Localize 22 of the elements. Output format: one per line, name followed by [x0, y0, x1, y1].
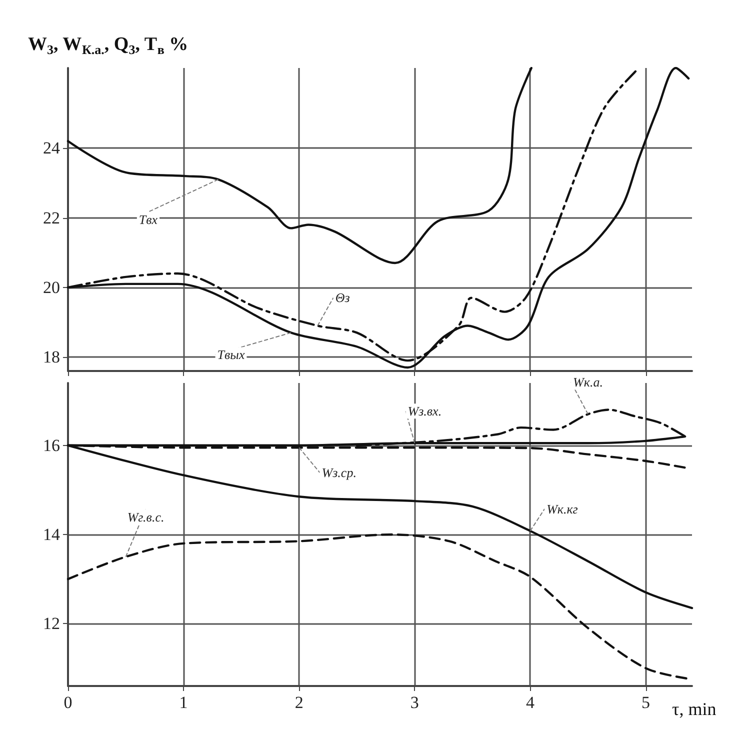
y-tick-label: 20 [43, 278, 60, 297]
x-tick-label: 0 [64, 693, 72, 712]
x-axis-title: τ, min [672, 699, 716, 719]
y-tick-label: 14 [43, 525, 60, 544]
y-tick-label: 12 [43, 614, 60, 634]
series-label: Wк.а. [573, 374, 603, 390]
series-label: Wк.кг [546, 501, 578, 516]
y-tick-label: 16 [43, 436, 60, 455]
series-label: Wз.вх. [408, 404, 442, 419]
text: Tвх [138, 212, 158, 227]
x-tick-label: 2 [294, 693, 304, 712]
x-tick-label: 1 [179, 693, 188, 712]
y-tick-label: 24 [43, 138, 60, 158]
series-label: Θз [335, 290, 350, 306]
text: Tвых [217, 347, 245, 362]
x-tick-label: 3 [410, 693, 419, 712]
y-tick-label: 22 [43, 208, 60, 228]
series-label: Wз.ср. [322, 465, 356, 480]
x-tick-label: 5 [642, 693, 650, 712]
series-label: Wг.в.с. [127, 509, 164, 524]
y-tick-label: 18 [43, 348, 60, 367]
x-tick-label: 4 [526, 693, 535, 712]
